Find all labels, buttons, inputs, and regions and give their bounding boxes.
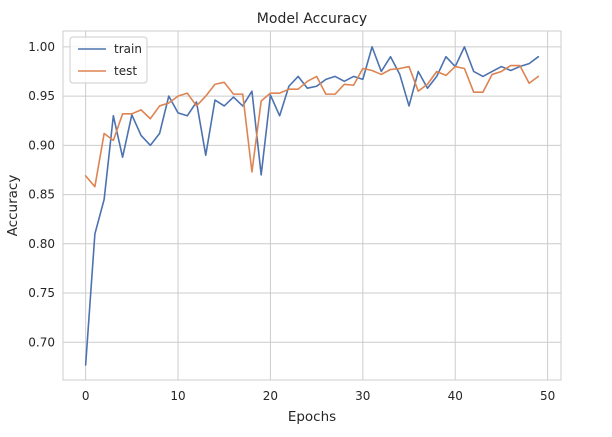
y-tick-label: 0.70 (28, 335, 55, 349)
x-tick-label: 0 (82, 389, 90, 403)
legend-items: train test (78, 42, 142, 78)
x-tick-label: 10 (170, 389, 185, 403)
grid-layer (63, 31, 561, 380)
chart-title: Model Accuracy (257, 11, 367, 27)
y-tick-label: 1.00 (28, 40, 55, 54)
y-axis-title: Accuracy (5, 175, 21, 237)
y-tick-label: 0.95 (28, 89, 55, 103)
series-layer (84, 46, 540, 366)
series-line-test (84, 64, 540, 188)
y-tick-label: 0.80 (28, 237, 55, 251)
tick-layer: 0 10 20 30 40 50 0.70 0.75 0.80 0.85 0.90 0.95 1.00 (28, 40, 555, 403)
y-tick-label: 0.75 (28, 286, 55, 300)
x-axis-title: Epochs (288, 409, 336, 425)
x-tick-label: 40 (448, 389, 463, 403)
x-tick-label: 20 (263, 389, 278, 403)
legend-label-train: train (114, 42, 142, 56)
legend: train test (69, 36, 148, 84)
series-line-train (84, 46, 540, 366)
x-tick-label: 30 (355, 389, 370, 403)
x-tick-label: 50 (540, 389, 555, 403)
plot-frame (62, 30, 562, 381)
y-tick-label: 0.90 (28, 138, 55, 152)
legend-label-test: test (114, 64, 137, 78)
y-tick-label: 0.85 (28, 188, 55, 202)
